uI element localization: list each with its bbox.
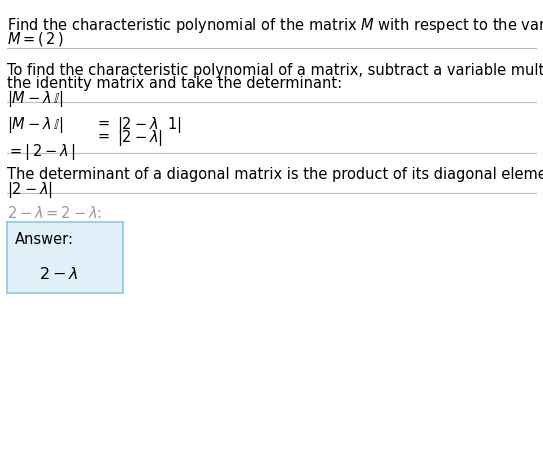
Text: $|2 - \lambda|$: $|2 - \lambda|$ bbox=[7, 180, 53, 200]
Text: $|M - \lambda\,\mathbb{I}|$: $|M - \lambda\,\mathbb{I}|$ bbox=[7, 89, 63, 109]
Text: Answer:: Answer: bbox=[15, 232, 74, 247]
Text: $=$: $=$ bbox=[95, 128, 110, 143]
Text: $2 - \lambda$: $2 - \lambda$ bbox=[39, 266, 79, 282]
Text: $|2 - \lambda|$: $|2 - \lambda|$ bbox=[117, 128, 163, 148]
Text: $|2 - \lambda\ \ 1|$: $|2 - \lambda\ \ 1|$ bbox=[117, 115, 181, 135]
Text: $=$: $=$ bbox=[95, 115, 110, 130]
Text: The determinant of a diagonal matrix is the product of its diagonal elements:: The determinant of a diagonal matrix is … bbox=[7, 167, 543, 182]
Text: $= |\,2 - \lambda\,|$: $= |\,2 - \lambda\,|$ bbox=[7, 142, 75, 162]
Text: $2 - \lambda = 2 - \lambda$:: $2 - \lambda = 2 - \lambda$: bbox=[7, 205, 102, 221]
Text: To find the characteristic polynomial of a matrix, subtract a variable multiplie: To find the characteristic polynomial of… bbox=[7, 63, 543, 78]
Text: the identity matrix and take the determinant:: the identity matrix and take the determi… bbox=[7, 76, 342, 92]
Text: $|M - \lambda\,\mathbb{I}|$: $|M - \lambda\,\mathbb{I}|$ bbox=[7, 115, 63, 135]
Text: Find the characteristic polynomial of the matrix $M$ with respect to the variabl: Find the characteristic polynomial of th… bbox=[7, 16, 543, 35]
Text: $M = (\,2\,)$: $M = (\,2\,)$ bbox=[7, 30, 63, 48]
